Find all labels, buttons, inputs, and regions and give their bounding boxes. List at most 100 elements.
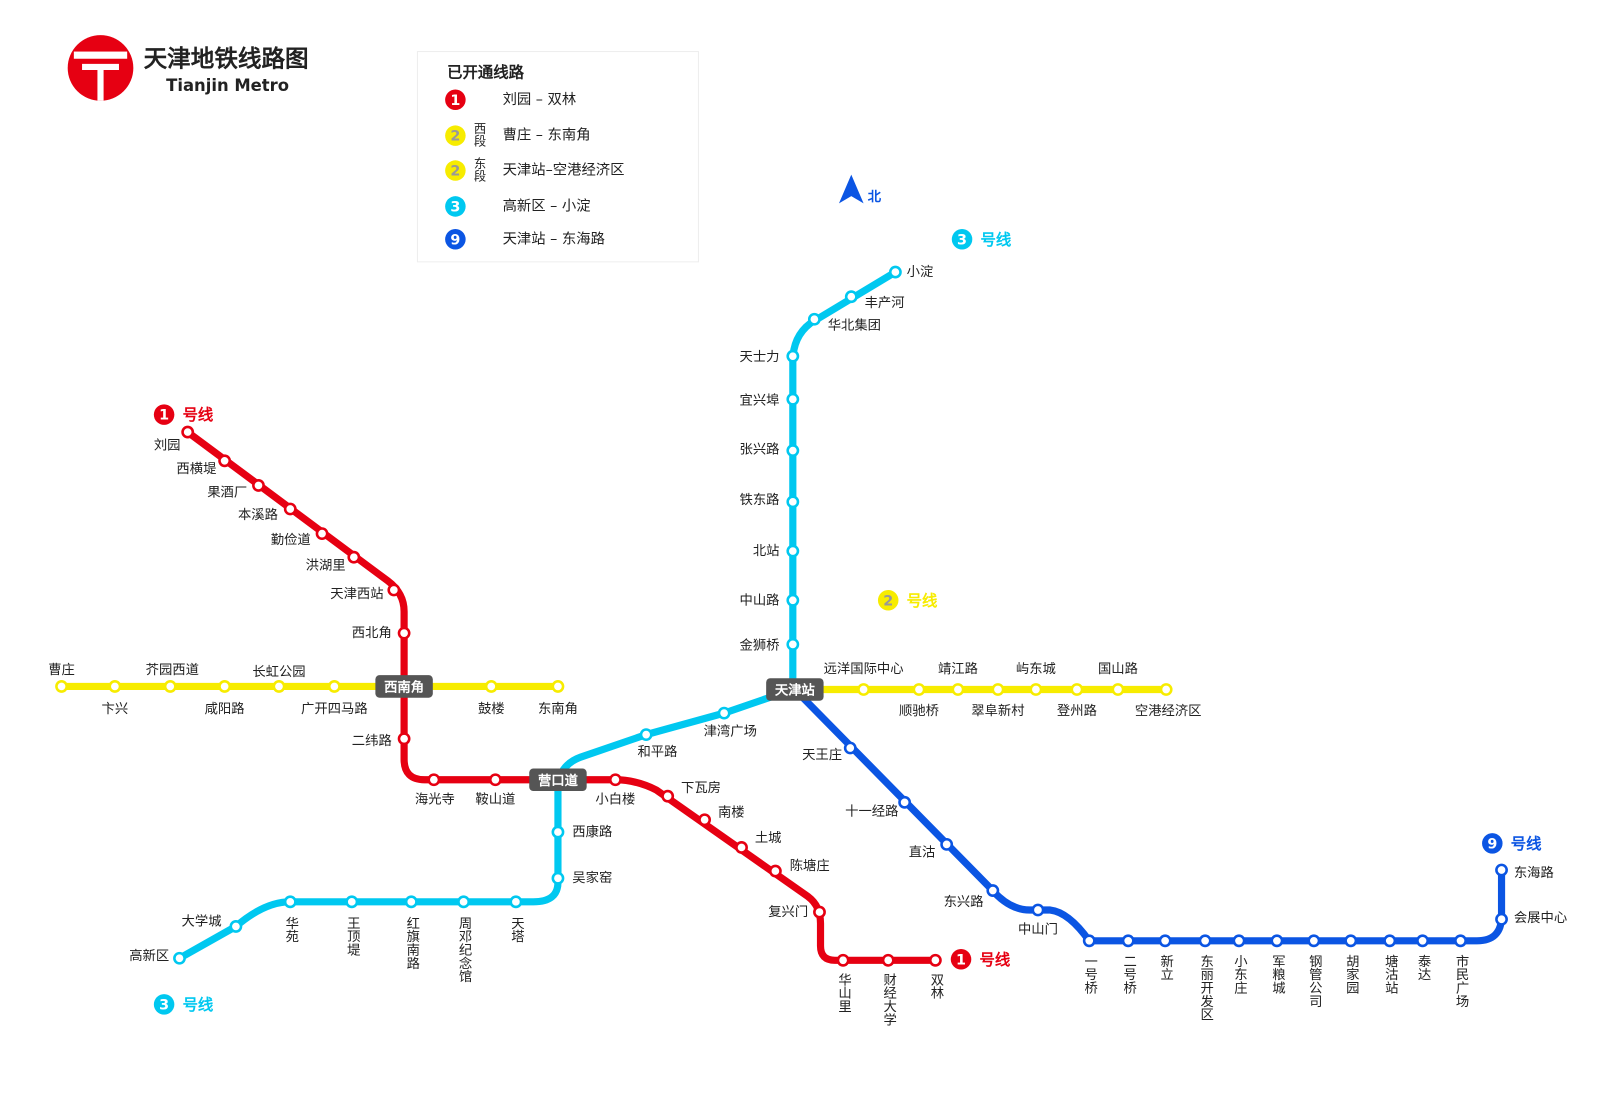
station: [768, 864, 782, 878]
line-badge: [445, 125, 466, 146]
legend-text: 高新区 – 小淀: [503, 197, 591, 214]
station: [427, 773, 441, 787]
legend-title: 已开通线路: [447, 63, 524, 82]
line-badge-number: 2: [450, 129, 460, 145]
station-label: 西康路: [572, 823, 612, 840]
transfer-label: 天津站: [775, 682, 816, 699]
station-label: 西北角: [352, 625, 392, 641]
station: [1158, 934, 1172, 948]
station: [786, 444, 800, 457]
station: [786, 593, 800, 607]
legend-section: 东段: [472, 157, 486, 182]
route-line: [177, 269, 898, 962]
station-label: 军粮城: [1269, 954, 1285, 995]
station-label: 高新区: [129, 947, 169, 964]
station-label: 空港经济区: [1135, 703, 1202, 719]
station: [807, 312, 821, 326]
station-label: 双林: [928, 973, 944, 1000]
station-label: 吴家窑: [572, 869, 612, 886]
station: [1031, 903, 1045, 917]
line-badge-number: 2: [450, 164, 460, 180]
station: [1159, 683, 1173, 696]
station-label: 天士力: [740, 349, 780, 365]
line-badge-number: 9: [1487, 836, 1497, 852]
line-badge: [950, 949, 972, 970]
station-label: 土城: [755, 830, 782, 846]
station-label: 丰产河: [865, 295, 905, 311]
line-name: 号线: [979, 950, 1010, 969]
station-label: 靖江路: [938, 661, 978, 677]
station: [991, 683, 1005, 696]
station-label: 小白楼: [595, 791, 635, 807]
station-label: 金狮桥: [740, 637, 780, 653]
line-badge-number: 1: [956, 952, 966, 968]
station: [786, 392, 800, 406]
station-label: 新立: [1158, 954, 1174, 981]
station: [898, 795, 912, 809]
station-label: 北站: [753, 543, 780, 559]
station-label: 张兴路: [740, 442, 780, 458]
line-badge: [445, 229, 466, 250]
station: [457, 895, 470, 909]
station-label: 小东庄: [1231, 954, 1247, 995]
line-name: 号线: [183, 995, 214, 1014]
station: [315, 527, 329, 541]
station-label: 洪湖里: [306, 557, 346, 573]
station: [881, 953, 895, 967]
station-label: 南楼: [718, 805, 745, 821]
station-label: 中山门: [1018, 922, 1058, 938]
station: [283, 502, 297, 516]
station: [1198, 934, 1212, 948]
station: [1270, 934, 1284, 948]
station-label: 二纬路: [352, 733, 392, 749]
station: [940, 837, 954, 851]
station: [912, 683, 926, 696]
route-line: [61, 682, 1167, 694]
station: [1029, 683, 1043, 696]
legend-box: [416, 51, 699, 263]
station: [551, 680, 565, 693]
station: [1111, 683, 1125, 696]
station-label: 长虹公园: [252, 664, 305, 680]
station-label: 登州路: [1057, 703, 1097, 719]
station: [786, 544, 800, 558]
station-label: 塘沽站: [1382, 954, 1398, 995]
station-label: 直沽: [909, 845, 936, 861]
station: [484, 680, 498, 693]
station-label: 周邓纪念馆: [456, 916, 472, 983]
line-badge: [445, 160, 466, 181]
station: [404, 895, 418, 909]
station: [55, 680, 68, 693]
station-label: 华苑: [283, 916, 299, 944]
transfer-station: [375, 675, 433, 698]
station: [1495, 912, 1508, 926]
station: [1416, 934, 1429, 948]
station-label: 华北集团: [828, 317, 881, 333]
title: 天津地铁线路图: [144, 44, 309, 72]
station-label: 二号桥: [1121, 954, 1137, 994]
station-label: 鼓楼: [478, 701, 505, 717]
station-label: 西横堤: [176, 461, 216, 477]
line-badge: [1482, 833, 1503, 854]
station-label: 屿东城: [1016, 661, 1056, 677]
station: [551, 871, 565, 885]
north-label: 北: [868, 189, 882, 205]
station-label: 顺驰桥: [899, 703, 939, 719]
station: [1344, 934, 1358, 948]
line-badge-number: 3: [450, 199, 460, 215]
station-label: 天塔: [508, 916, 524, 943]
station: [786, 495, 800, 509]
station: [387, 583, 401, 597]
station-label: 铁东路: [740, 492, 780, 508]
line-badge-number: 2: [883, 593, 893, 609]
station-label: 津湾广场: [704, 723, 757, 740]
station: [1121, 934, 1135, 948]
station-label: 中山路: [740, 592, 780, 608]
station: [252, 478, 265, 492]
station: [283, 895, 297, 909]
station-label: 天津西站: [330, 586, 383, 602]
logo: [67, 35, 134, 101]
station-label: 鞍山道: [475, 791, 515, 807]
transfer-station: [766, 678, 824, 701]
transfer-label: 西南角: [384, 678, 424, 695]
